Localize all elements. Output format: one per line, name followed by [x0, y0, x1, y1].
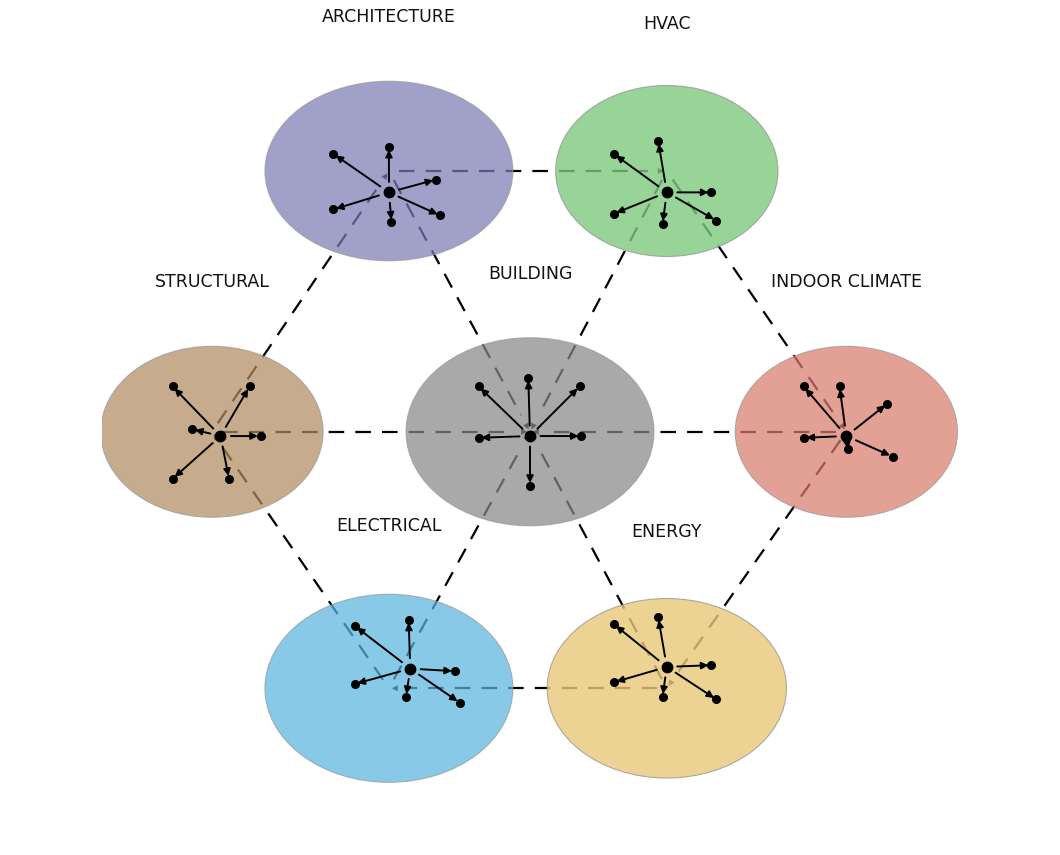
Ellipse shape [547, 598, 787, 778]
Text: ARCHITECTURE: ARCHITECTURE [322, 8, 456, 27]
Text: ELECTRICAL: ELECTRICAL [336, 516, 442, 535]
Text: ENERGY: ENERGY [632, 522, 702, 541]
Text: BUILDING: BUILDING [488, 264, 572, 283]
Text: HVAC: HVAC [643, 15, 691, 33]
Ellipse shape [736, 346, 957, 517]
Ellipse shape [406, 338, 654, 526]
Ellipse shape [265, 594, 513, 782]
Ellipse shape [101, 346, 323, 517]
Ellipse shape [265, 81, 513, 261]
Text: INDOOR CLIMATE: INDOOR CLIMATE [771, 273, 922, 292]
Text: STRUCTURAL: STRUCTURAL [155, 273, 269, 292]
Ellipse shape [555, 86, 778, 256]
